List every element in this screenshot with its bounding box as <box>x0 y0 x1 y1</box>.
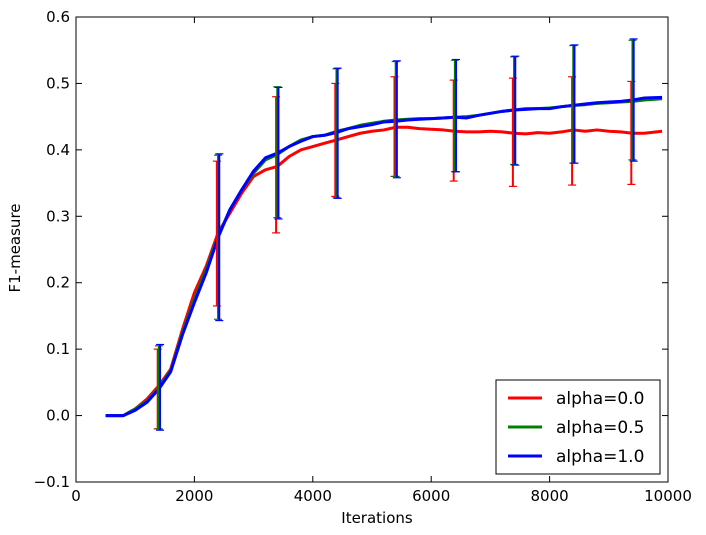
y-tick-label: 0.3 <box>46 207 70 225</box>
y-tick-label: 0.0 <box>46 407 70 425</box>
y-tick-label: 0.5 <box>46 74 70 92</box>
legend: alpha=0.0 alpha=0.5 alpha=1.0 <box>495 379 661 475</box>
x-tick-label: 6000 <box>412 487 450 505</box>
legend-label: alpha=0.5 <box>556 418 644 438</box>
legend-box <box>495 379 661 475</box>
x-tick-label: 0 <box>71 487 81 505</box>
y-tick-label: 0.2 <box>46 274 70 292</box>
y-tick-label: 0.4 <box>46 141 70 159</box>
y-tick-label: −0.1 <box>34 473 70 491</box>
x-tick-label: 10000 <box>644 487 692 505</box>
plot-area <box>105 38 663 431</box>
legend-label: alpha=0.0 <box>556 389 644 409</box>
plot-frame <box>75 16 669 483</box>
axes: 0 2000 4000 6000 8000 10000 −0.1 0.0 0.1 0.2 0.3 0.… <box>34 8 692 505</box>
y-tick-label: 0.1 <box>46 340 70 358</box>
x-tick-label: 8000 <box>531 487 569 505</box>
x-tick-label: 2000 <box>175 487 213 505</box>
series-line-2 <box>105 95 663 418</box>
x-axis-label: Iterations <box>341 509 413 527</box>
y-tick-label: 0.6 <box>46 8 70 26</box>
y-axis-label: F1-measure <box>6 203 24 292</box>
x-tick-label: 4000 <box>294 487 332 505</box>
series-line-0 <box>105 125 663 418</box>
legend-label: alpha=1.0 <box>556 447 644 467</box>
